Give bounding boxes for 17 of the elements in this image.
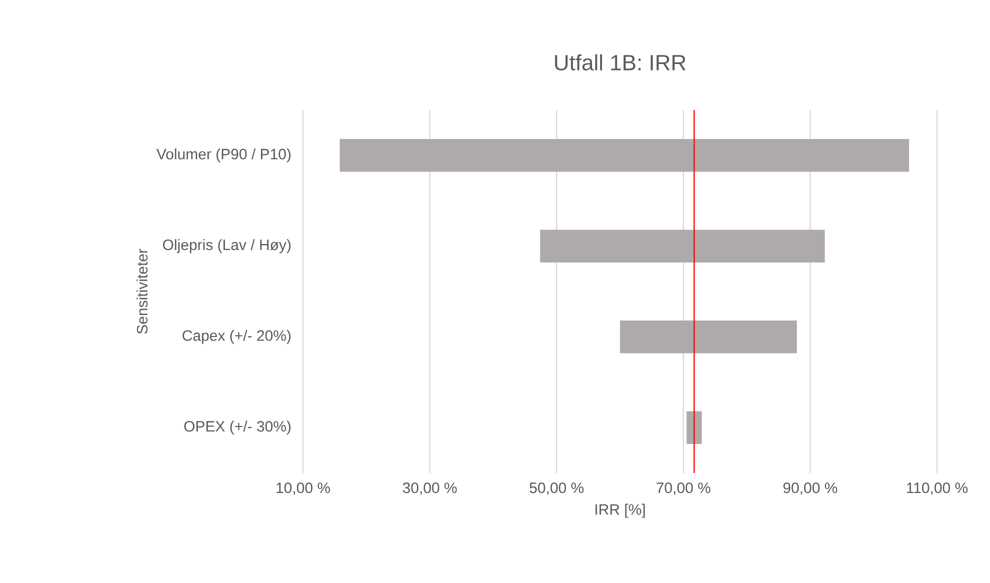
y-tick-label: Oljepris (Lav / Høy) [162,239,291,254]
chart-title: Utfall 1B: IRR [555,54,686,70]
x-tick-label: 30,00 % [402,482,457,495]
x-tick-label: 90,00 % [783,482,838,495]
y-axis-title: Sensitiviteter [136,248,148,334]
x-tick-label: 10,00 % [276,482,330,495]
x-axis-title: IRR [%] [596,504,645,518]
bar [540,230,825,262]
x-tick-label: 70,00 % [656,482,710,495]
bar [686,411,702,444]
y-tick-label: Volumer (P90 / P10) [156,148,291,162]
bar [340,139,910,172]
x-tick-label: 110,00 % [907,482,968,495]
y-tick-label: OPEX (+/- 30%) [184,420,291,435]
x-tick-label: 50,00 % [530,482,584,495]
bar [620,320,797,354]
y-tick-label: Capex (+/- 20%) [182,330,291,344]
